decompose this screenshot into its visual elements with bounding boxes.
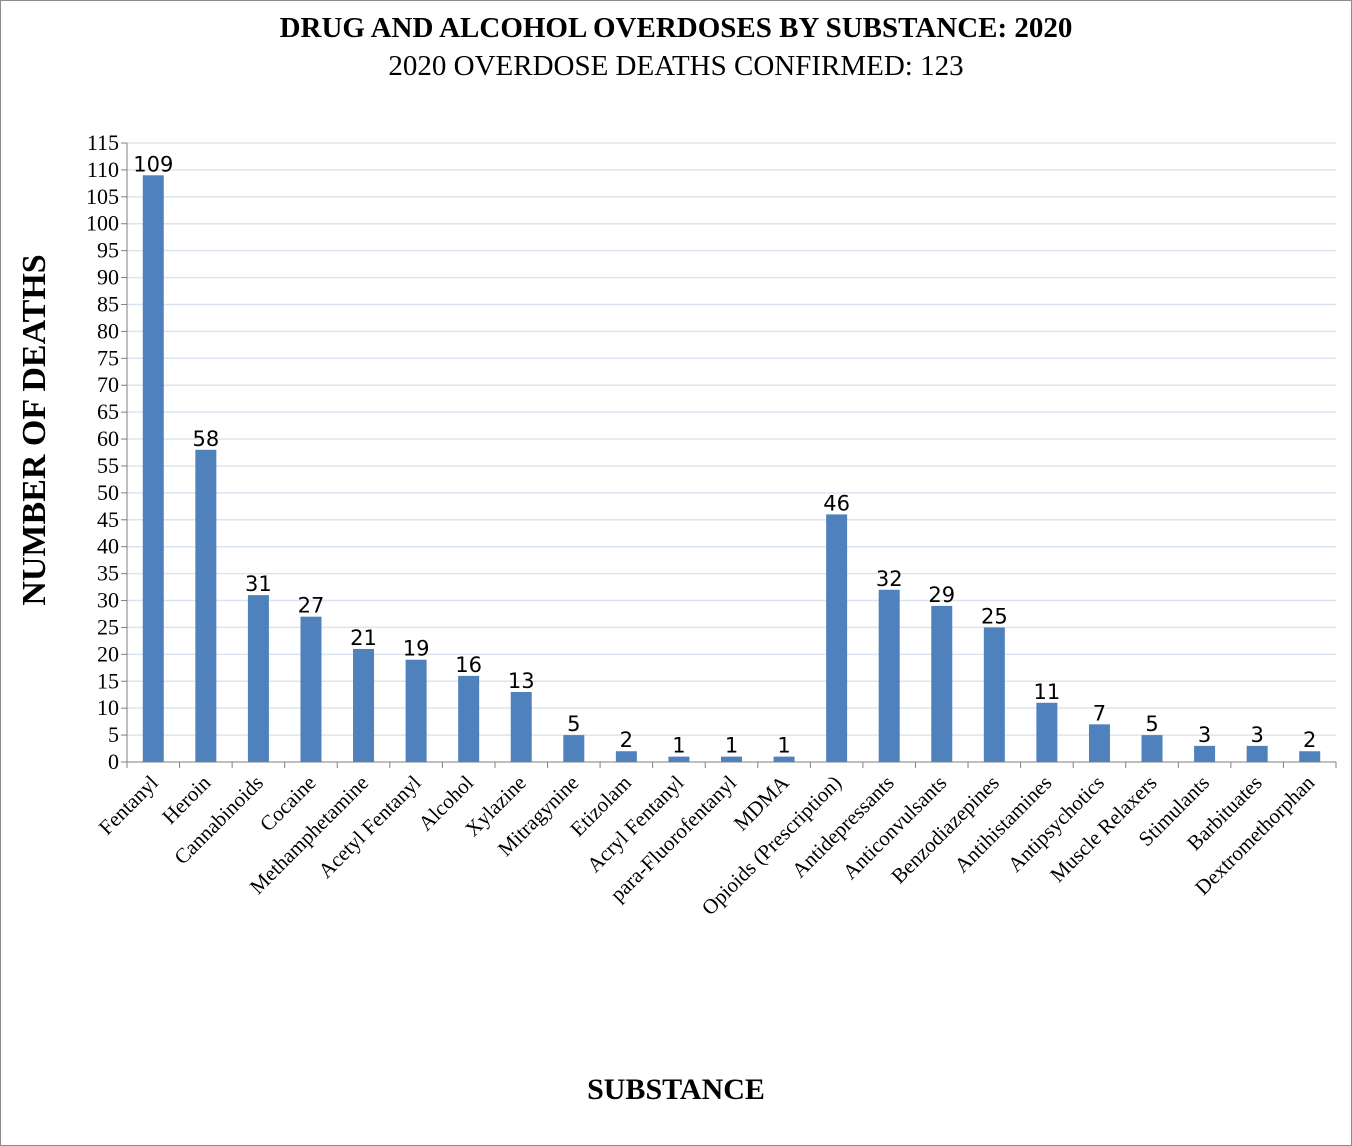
data-label: 11: [1034, 680, 1061, 704]
y-tick-label: 45: [97, 507, 119, 532]
chart-subtitle: 2020 OVERDOSE DEATHS CONFIRMED: 123: [388, 50, 964, 82]
bar: [300, 616, 322, 762]
y-tick-label: 110: [87, 157, 119, 182]
y-tick-label: 70: [97, 372, 119, 397]
y-tick-label: 20: [97, 641, 119, 666]
data-label: 1: [777, 734, 790, 758]
y-tick-label: 50: [97, 480, 119, 505]
bar: [1141, 735, 1163, 762]
bar: [615, 751, 637, 762]
bar: [721, 756, 742, 762]
bar: [826, 514, 848, 762]
y-tick-label: 35: [97, 561, 119, 586]
data-label: 29: [928, 583, 955, 607]
y-tick-label: 55: [97, 453, 119, 478]
bar: [142, 175, 164, 762]
y-tick-label: 75: [97, 345, 119, 370]
data-label: 109: [133, 152, 173, 176]
y-tick-label: 25: [97, 614, 119, 639]
data-label: 21: [350, 626, 377, 650]
data-label: 5: [1145, 712, 1158, 736]
y-tick-label: 65: [97, 399, 119, 424]
y-tick-label: 95: [97, 238, 119, 263]
bar: [510, 692, 532, 762]
data-label: 19: [403, 637, 430, 661]
bar: [931, 605, 953, 762]
y-tick-label: 85: [97, 291, 119, 316]
data-label: 1: [672, 734, 685, 758]
bar: [1088, 724, 1110, 762]
data-label: 58: [192, 427, 219, 451]
data-label: 13: [508, 669, 535, 693]
y-tick-label: 40: [97, 534, 119, 559]
y-tick-label: 115: [87, 130, 119, 155]
bar: [195, 449, 217, 762]
bar: [878, 589, 900, 762]
data-label: 2: [1303, 728, 1316, 752]
bar: [247, 595, 269, 762]
y-tick-label: 80: [97, 318, 119, 343]
y-tick-label: 10: [97, 695, 119, 720]
bar: [983, 627, 1005, 762]
data-label: 7: [1093, 701, 1106, 725]
data-label: 1: [725, 734, 738, 758]
bar: [1194, 745, 1216, 762]
y-tick-label: 60: [97, 426, 119, 451]
bar: [773, 756, 795, 762]
bar: [458, 675, 480, 762]
data-label: 2: [620, 728, 633, 752]
data-label: 27: [298, 594, 325, 618]
y-tick-label: 90: [97, 265, 119, 290]
data-label: 32: [876, 567, 903, 591]
y-tick-label: 15: [97, 668, 119, 693]
y-tick-label: 0: [108, 749, 119, 774]
bar: [1299, 751, 1321, 762]
data-label: 3: [1198, 723, 1211, 747]
y-tick-label: 105: [86, 184, 119, 209]
x-axis-title: SUBSTANCE: [587, 1073, 765, 1106]
y-tick-label: 100: [86, 211, 119, 236]
bar: [668, 756, 690, 762]
data-label: 31: [245, 572, 272, 596]
data-label: 5: [567, 712, 580, 736]
category-label: Fentanyl: [94, 770, 163, 839]
data-label: 25: [981, 604, 1008, 628]
chart-title: DRUG AND ALCOHOL OVERDOSES BY SUBSTANCE:…: [279, 12, 1073, 44]
data-label: 3: [1250, 723, 1263, 747]
y-tick-label: 30: [97, 588, 119, 613]
data-label: 16: [455, 653, 482, 677]
bar: [1036, 702, 1058, 762]
bar: [353, 648, 375, 762]
bar: [563, 735, 585, 762]
bar: [1246, 745, 1268, 762]
y-tick-label: 5: [108, 722, 119, 747]
bar: [405, 659, 427, 762]
data-label: 46: [823, 491, 850, 515]
